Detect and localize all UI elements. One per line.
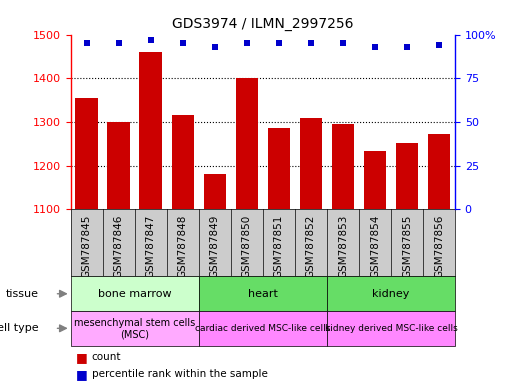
Bar	[71, 276, 199, 311]
Text: GSM787846: GSM787846	[113, 215, 123, 278]
Bar	[199, 276, 327, 311]
Bar	[327, 311, 455, 346]
Text: GSM787851: GSM787851	[274, 215, 284, 278]
Text: bone marrow: bone marrow	[98, 289, 172, 299]
Text: GSM787845: GSM787845	[82, 215, 92, 278]
Bar	[107, 122, 130, 209]
Text: GSM787852: GSM787852	[306, 215, 316, 278]
Bar	[268, 129, 290, 209]
Text: GSM787853: GSM787853	[338, 215, 348, 278]
Text: GSM787849: GSM787849	[210, 215, 220, 278]
Bar	[199, 311, 327, 346]
Text: cardiac derived MSC-like cells: cardiac derived MSC-like cells	[195, 324, 331, 333]
Bar	[172, 115, 194, 209]
Bar	[396, 143, 418, 209]
Text: mesenchymal stem cells
(MSC): mesenchymal stem cells (MSC)	[74, 318, 195, 339]
Bar	[75, 98, 98, 209]
Text: count: count	[92, 352, 121, 362]
Text: ■: ■	[76, 351, 87, 364]
Bar	[300, 118, 322, 209]
Title: GDS3974 / ILMN_2997256: GDS3974 / ILMN_2997256	[172, 17, 354, 31]
Text: percentile rank within the sample: percentile rank within the sample	[92, 369, 267, 379]
Text: GSM787850: GSM787850	[242, 215, 252, 278]
Text: GSM787847: GSM787847	[146, 215, 156, 278]
Text: kidney: kidney	[372, 289, 410, 299]
Bar	[235, 78, 258, 209]
Text: ■: ■	[76, 368, 87, 381]
Bar	[140, 52, 162, 209]
Bar	[332, 124, 354, 209]
Bar	[363, 151, 386, 209]
Text: GSM787854: GSM787854	[370, 215, 380, 278]
Bar	[327, 276, 455, 311]
Bar	[71, 311, 199, 346]
Text: kidney derived MSC-like cells: kidney derived MSC-like cells	[325, 324, 457, 333]
Bar	[203, 174, 226, 209]
Text: GSM787856: GSM787856	[434, 215, 444, 278]
Text: cell type: cell type	[0, 323, 39, 333]
Text: heart: heart	[248, 289, 278, 299]
Bar	[428, 134, 450, 209]
Text: GSM787855: GSM787855	[402, 215, 412, 278]
Text: tissue: tissue	[6, 289, 39, 299]
Text: GSM787848: GSM787848	[178, 215, 188, 278]
